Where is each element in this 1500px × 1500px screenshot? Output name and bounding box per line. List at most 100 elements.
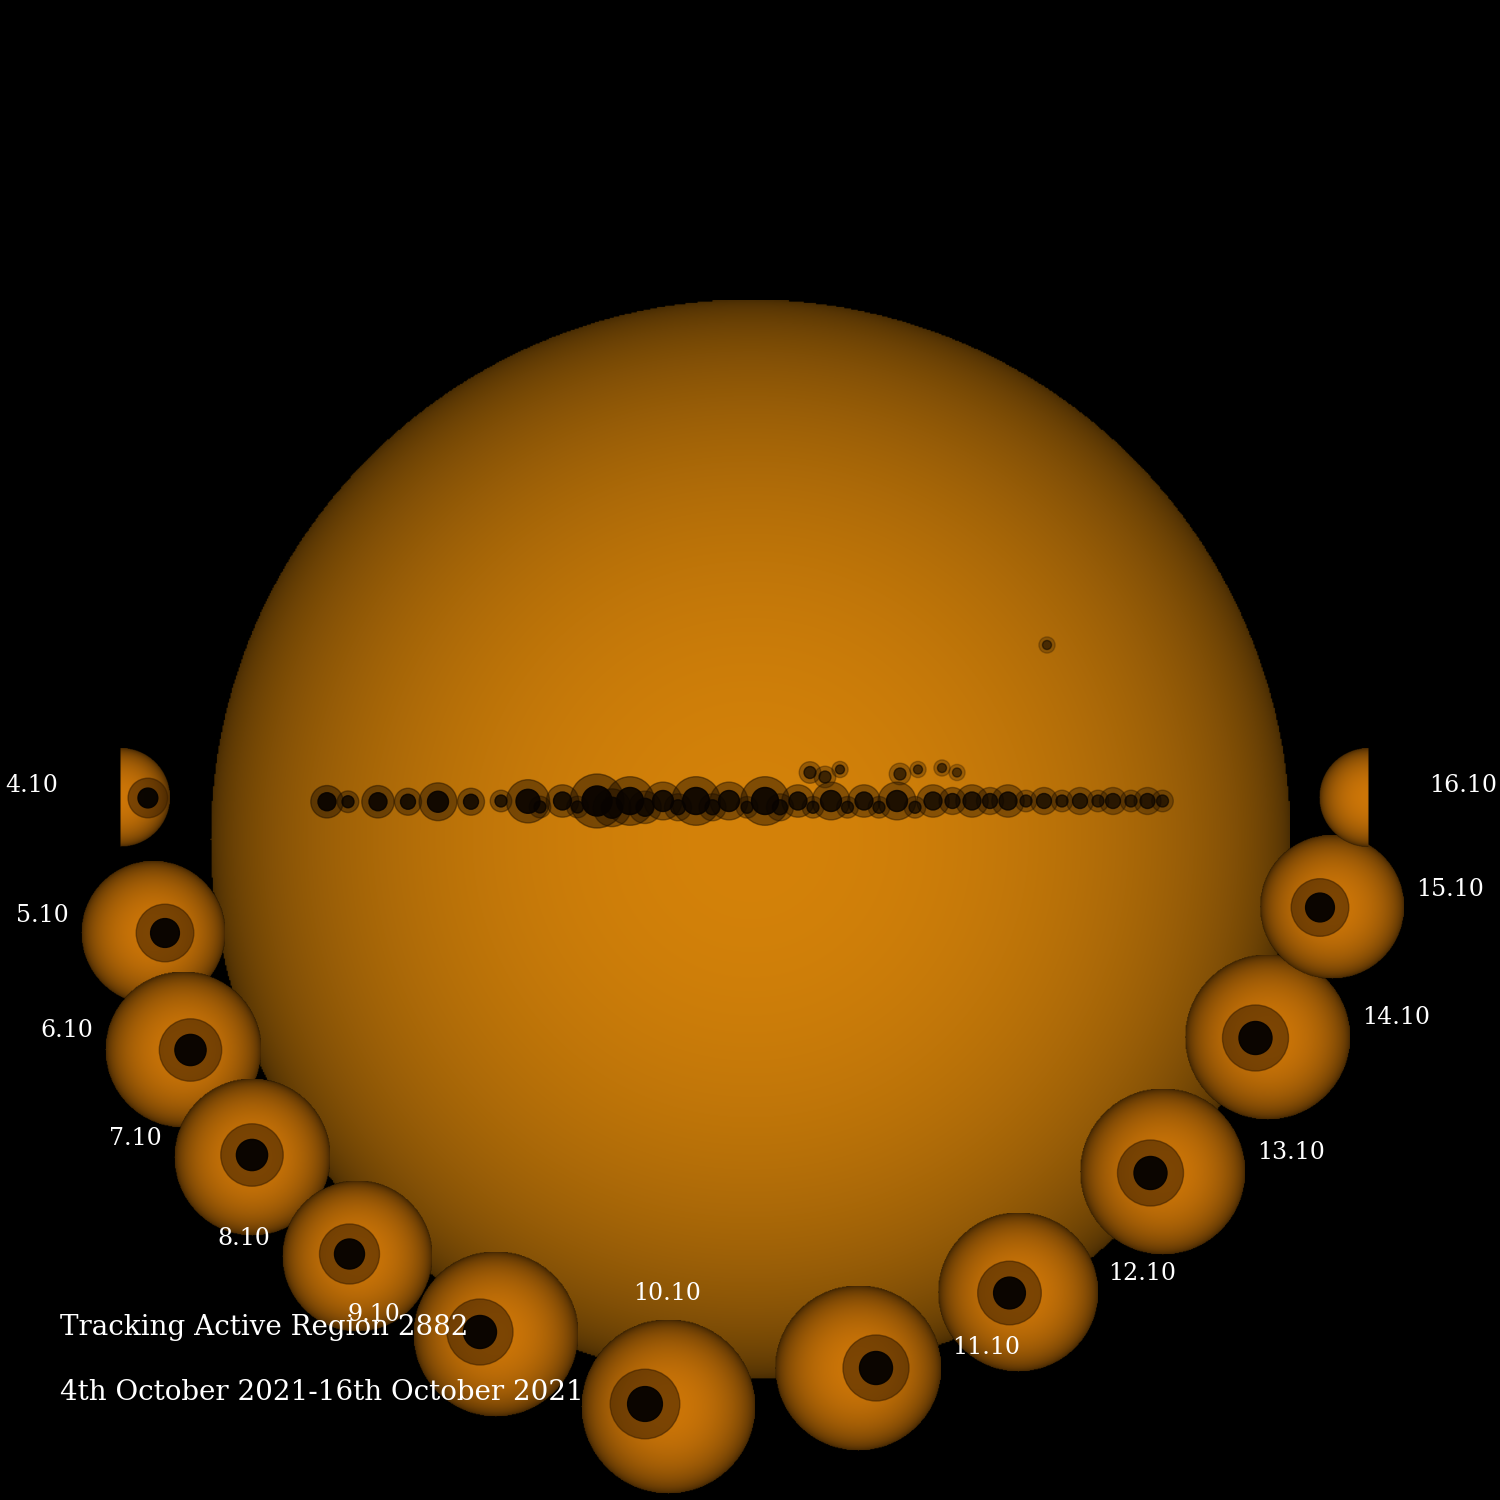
- Circle shape: [220, 1124, 284, 1186]
- Circle shape: [664, 794, 692, 820]
- Circle shape: [1092, 795, 1104, 807]
- Circle shape: [992, 784, 1024, 818]
- Circle shape: [741, 801, 753, 813]
- Circle shape: [804, 766, 816, 778]
- Circle shape: [890, 764, 910, 784]
- Text: 10.10: 10.10: [633, 1281, 702, 1305]
- Circle shape: [530, 796, 550, 818]
- Circle shape: [495, 795, 507, 807]
- Circle shape: [766, 794, 794, 820]
- Circle shape: [128, 778, 168, 818]
- Circle shape: [150, 918, 180, 948]
- Text: 9.10: 9.10: [348, 1304, 400, 1326]
- Circle shape: [914, 765, 922, 774]
- Circle shape: [516, 789, 540, 813]
- Circle shape: [554, 792, 572, 810]
- Circle shape: [1016, 790, 1036, 812]
- Circle shape: [1118, 1140, 1184, 1206]
- Circle shape: [782, 784, 814, 818]
- Circle shape: [138, 788, 158, 808]
- Circle shape: [736, 796, 758, 818]
- Circle shape: [592, 789, 632, 826]
- Circle shape: [627, 1386, 663, 1422]
- Circle shape: [320, 1224, 380, 1284]
- Circle shape: [878, 782, 916, 820]
- Circle shape: [812, 782, 850, 820]
- Circle shape: [394, 789, 422, 816]
- Circle shape: [400, 795, 416, 810]
- Circle shape: [802, 796, 824, 818]
- Circle shape: [464, 795, 478, 810]
- Circle shape: [1066, 788, 1094, 814]
- Circle shape: [718, 790, 740, 812]
- Circle shape: [1134, 788, 1161, 814]
- Circle shape: [369, 792, 387, 810]
- Circle shape: [546, 784, 579, 818]
- Circle shape: [159, 1019, 222, 1082]
- Text: 15.10: 15.10: [1416, 878, 1484, 902]
- Circle shape: [752, 788, 778, 814]
- Circle shape: [807, 801, 819, 813]
- Circle shape: [652, 790, 674, 812]
- Circle shape: [570, 774, 624, 828]
- Circle shape: [572, 801, 584, 813]
- Circle shape: [1125, 795, 1137, 807]
- Circle shape: [821, 790, 842, 812]
- Circle shape: [636, 798, 654, 816]
- Circle shape: [894, 768, 906, 780]
- Circle shape: [843, 1335, 909, 1401]
- Circle shape: [1040, 638, 1054, 652]
- Text: 4th October 2021-16th October 2021: 4th October 2021-16th October 2021: [60, 1378, 584, 1406]
- Circle shape: [672, 777, 720, 825]
- Circle shape: [1052, 790, 1072, 812]
- Circle shape: [602, 798, 622, 819]
- Circle shape: [938, 764, 946, 772]
- Circle shape: [1292, 879, 1348, 936]
- Circle shape: [800, 762, 820, 783]
- Text: 11.10: 11.10: [952, 1336, 1020, 1359]
- Circle shape: [338, 790, 358, 813]
- Circle shape: [1120, 790, 1142, 812]
- Circle shape: [1222, 1005, 1288, 1071]
- Circle shape: [836, 765, 844, 774]
- Circle shape: [815, 766, 836, 788]
- Text: 4.10: 4.10: [6, 774, 59, 796]
- Circle shape: [616, 788, 644, 814]
- Circle shape: [916, 784, 950, 818]
- Circle shape: [1020, 795, 1032, 807]
- Circle shape: [1088, 790, 1108, 812]
- Text: 12.10: 12.10: [1108, 1262, 1176, 1284]
- Circle shape: [705, 800, 720, 814]
- Text: Tracking Active Region 2882: Tracking Active Region 2882: [60, 1314, 468, 1341]
- Circle shape: [993, 1276, 1026, 1310]
- Circle shape: [873, 801, 885, 813]
- Circle shape: [1072, 794, 1088, 808]
- Circle shape: [1100, 788, 1126, 814]
- Circle shape: [789, 792, 807, 810]
- Circle shape: [847, 784, 880, 818]
- Circle shape: [176, 1035, 206, 1065]
- Circle shape: [1305, 892, 1335, 922]
- Circle shape: [819, 771, 831, 783]
- Circle shape: [741, 777, 789, 825]
- Text: 6.10: 6.10: [40, 1019, 93, 1042]
- Circle shape: [447, 1299, 513, 1365]
- Circle shape: [868, 796, 889, 818]
- Circle shape: [710, 782, 748, 820]
- Circle shape: [1156, 795, 1168, 807]
- Circle shape: [682, 788, 709, 814]
- Circle shape: [318, 792, 336, 810]
- Circle shape: [606, 777, 654, 825]
- Circle shape: [910, 762, 926, 777]
- Circle shape: [982, 794, 998, 808]
- Circle shape: [963, 792, 981, 810]
- Circle shape: [1140, 794, 1155, 808]
- Circle shape: [772, 800, 788, 814]
- Circle shape: [310, 786, 344, 818]
- Circle shape: [1106, 794, 1120, 808]
- Circle shape: [582, 786, 612, 816]
- Circle shape: [334, 1239, 364, 1269]
- Text: 5.10: 5.10: [16, 903, 69, 927]
- Circle shape: [136, 904, 194, 962]
- Circle shape: [458, 789, 484, 816]
